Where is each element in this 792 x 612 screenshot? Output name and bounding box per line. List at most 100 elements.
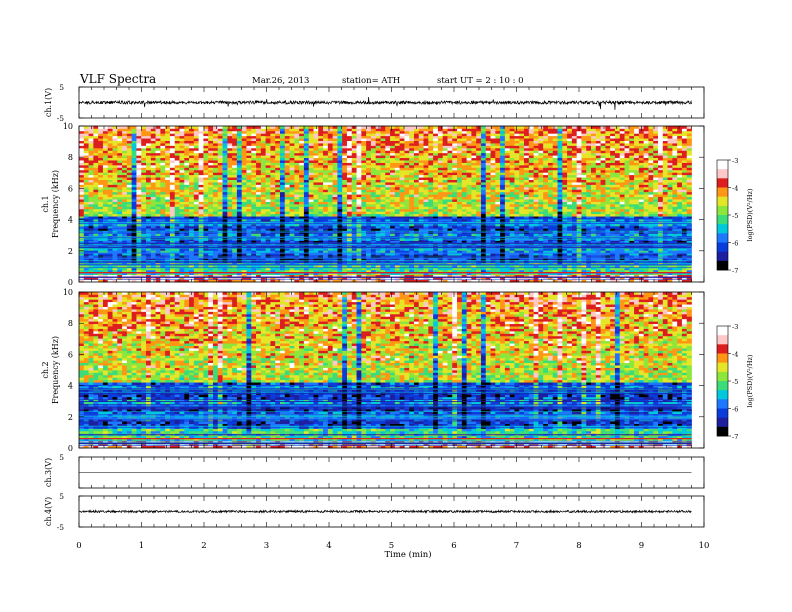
spectrogram-cell <box>667 269 673 273</box>
spectrogram-cell <box>514 233 520 237</box>
spectrogram-cell <box>437 262 444 266</box>
spectrogram-cell <box>466 279 472 283</box>
spectrogram-cell <box>356 274 362 278</box>
spectrogram-cell <box>404 196 410 200</box>
spectrogram-cell <box>323 247 329 251</box>
spectrogram-cell <box>337 213 343 217</box>
spectrogram-cell <box>567 208 573 212</box>
spectrogram-cell <box>571 240 578 244</box>
spectrogram-cell <box>256 277 262 280</box>
spectrogram-cell <box>533 191 539 195</box>
spectrogram-cell <box>658 247 664 251</box>
spectrogram-cell <box>634 250 640 254</box>
spectrogram-cell <box>480 206 487 210</box>
spectrogram-cell <box>208 267 214 271</box>
spectrogram-cell <box>256 279 262 283</box>
spectrogram-cell <box>179 211 185 215</box>
spectrogram-cell <box>686 204 692 207</box>
spectrogram-cell <box>303 196 310 200</box>
spectrogram-cell <box>677 262 683 266</box>
spectrogram-cell <box>567 201 573 205</box>
spectrogram-cell <box>303 208 310 212</box>
spectrogram-cell <box>131 208 137 212</box>
spectrogram-cell <box>471 240 477 244</box>
spectrogram-cell <box>528 264 534 268</box>
spectrogram-cell <box>131 199 137 202</box>
spectrogram-cell <box>332 240 338 244</box>
spectrogram-cell <box>437 206 444 210</box>
spectrogram-cell <box>547 262 554 266</box>
spectrogram-cell <box>504 201 511 205</box>
spectrogram-cell <box>514 213 520 217</box>
spectrogram-cell <box>256 191 262 195</box>
spectrogram-cell <box>126 240 132 244</box>
spectrogram-cell <box>571 267 578 271</box>
spectrogram-cell <box>179 194 185 198</box>
spectrogram-cell <box>323 194 329 198</box>
spectrogram-cell <box>117 211 123 215</box>
spectrogram-cell <box>227 269 233 273</box>
spectrogram-cell <box>169 264 176 268</box>
spectrogram-cell <box>394 196 400 200</box>
spectrogram-cell <box>461 189 467 193</box>
spectrogram-cell <box>404 279 410 283</box>
spectrogram-cell <box>279 194 286 198</box>
spectrogram-cell <box>605 233 611 237</box>
spectrogram-cell <box>423 201 429 205</box>
spectrogram-cell <box>404 274 410 278</box>
spectrogram-cell <box>533 262 539 266</box>
spectrogram-cell <box>251 240 257 244</box>
spectrogram-cell <box>327 269 333 273</box>
spectrogram-cell <box>126 264 132 268</box>
spectrogram-cell <box>241 267 247 271</box>
spectrogram-cell <box>318 208 324 212</box>
spectrogram-cell <box>528 211 534 215</box>
spectrogram-cell <box>370 247 377 251</box>
spectrogram-cell <box>79 277 85 280</box>
spectrogram-cell <box>145 277 152 280</box>
spectrogram-cell <box>653 189 659 193</box>
spectrogram-cell <box>165 204 171 207</box>
spectrogram-cell <box>351 240 357 244</box>
spectrogram-cell <box>658 199 664 202</box>
spectrogram-cell <box>586 269 592 273</box>
spectrogram-cell <box>98 279 104 283</box>
spectrogram-cell <box>528 206 534 210</box>
spectrogram-cell <box>605 274 611 278</box>
spectrogram-cell <box>428 240 434 244</box>
spectrogram-cell <box>648 208 654 212</box>
spectrogram-cell <box>227 262 233 266</box>
spectrogram-cell <box>581 262 587 266</box>
spectrogram-cell <box>270 199 276 202</box>
spectrogram-cell <box>179 240 185 244</box>
spectrogram-cell <box>342 252 348 256</box>
spectrogram-cell <box>251 211 257 215</box>
spectrogram-cell <box>409 213 415 217</box>
spectrogram-cell <box>102 247 109 251</box>
spectrogram-cell <box>399 208 405 212</box>
spectrogram-cell <box>586 262 592 266</box>
spectrogram-cell <box>346 269 353 273</box>
spectrogram-cell <box>275 247 281 251</box>
spectrogram-cell <box>610 252 616 256</box>
spectrogram-cell <box>284 206 290 210</box>
spectrogram-cell <box>614 247 621 251</box>
spectrogram-cell <box>533 279 539 283</box>
spectrogram-cell <box>294 267 300 271</box>
spectrogram-cell <box>212 233 219 237</box>
spectrogram-cell <box>681 194 688 198</box>
spectrogram-cell <box>658 204 664 207</box>
spectrogram-cell <box>524 196 530 200</box>
spectrogram-cell <box>394 189 400 193</box>
spectrogram-cell <box>117 277 123 280</box>
spectrogram-cell <box>155 267 161 271</box>
spectrogram-cell <box>418 274 424 278</box>
spectrogram-cell <box>643 201 649 205</box>
spectrogram-cell <box>256 211 262 215</box>
spectrogram-cell <box>380 201 386 205</box>
spectrogram-cell <box>538 264 544 268</box>
spectrogram-cell <box>461 267 467 271</box>
spectrogram-cell <box>447 213 453 217</box>
spectrogram-cell <box>586 206 592 210</box>
spectrogram-cell <box>552 233 558 237</box>
